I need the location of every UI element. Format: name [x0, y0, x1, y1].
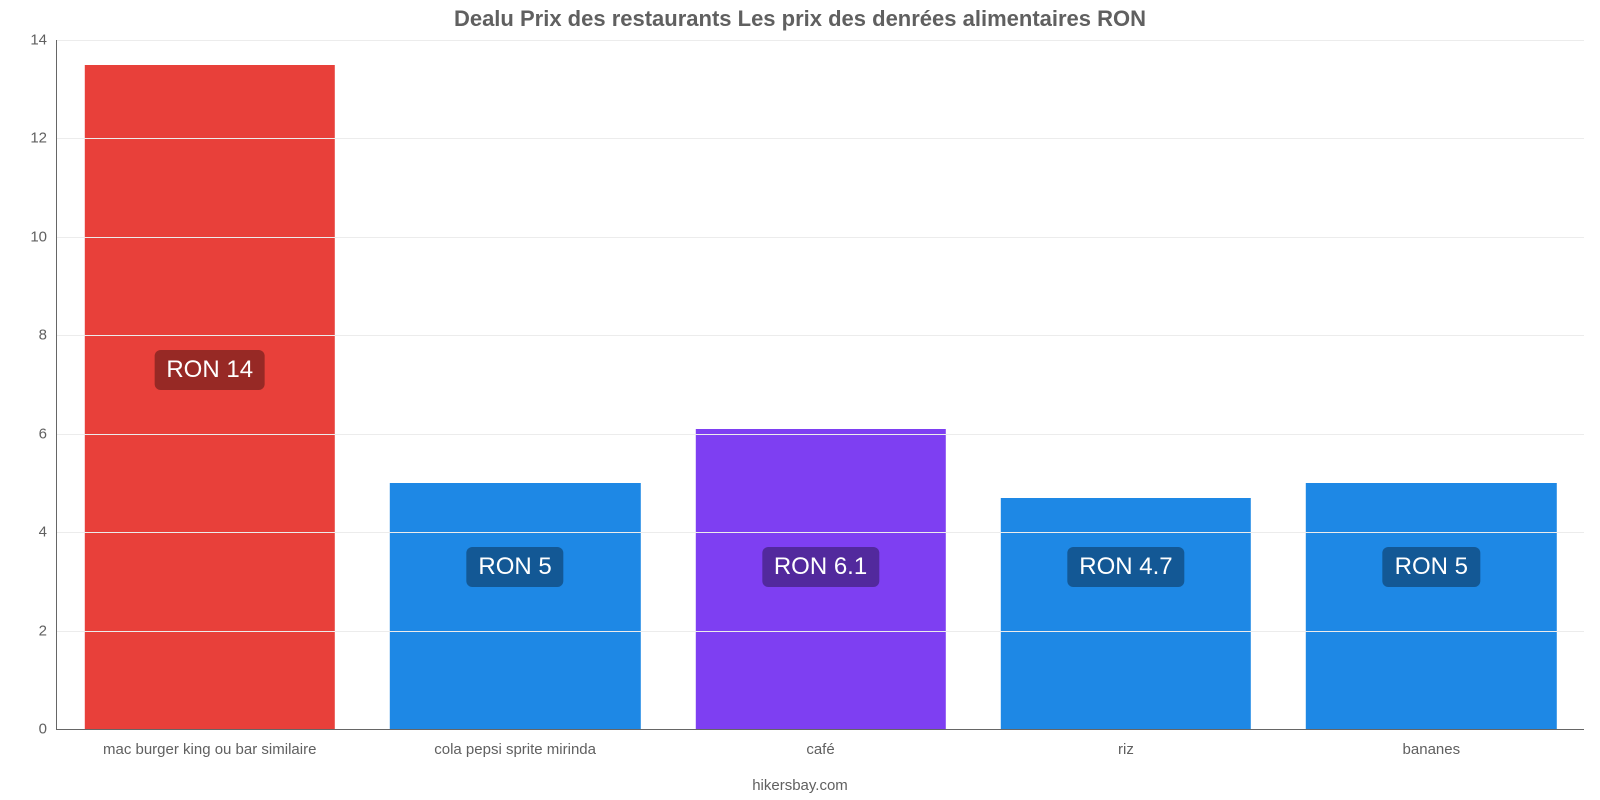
bar-value-label: RON 14	[154, 350, 265, 390]
plot-area: RON 14mac burger king ou bar similaireRO…	[56, 40, 1584, 730]
bar	[390, 483, 640, 729]
gridline	[57, 237, 1584, 238]
bar-slot: RON 6.1café	[668, 40, 973, 729]
ytick-label: 0	[39, 721, 57, 738]
gridline	[57, 40, 1584, 41]
chart-container: Dealu Prix des restaurants Les prix des …	[0, 0, 1600, 800]
gridline	[57, 631, 1584, 632]
bar-slot: RON 14mac burger king ou bar similaire	[57, 40, 362, 729]
xtick-label: riz	[1118, 729, 1134, 758]
bar-value-label: RON 4.7	[1067, 547, 1184, 587]
gridline	[57, 434, 1584, 435]
ytick-label: 10	[30, 228, 57, 245]
xtick-label: bananes	[1403, 729, 1461, 758]
ytick-label: 8	[39, 327, 57, 344]
bar-slot: RON 4.7riz	[973, 40, 1278, 729]
bar-value-label: RON 6.1	[762, 547, 879, 587]
gridline	[57, 138, 1584, 139]
chart-title: Dealu Prix des restaurants Les prix des …	[0, 6, 1600, 32]
ytick-label: 14	[30, 32, 57, 49]
ytick-label: 12	[30, 130, 57, 147]
gridline	[57, 335, 1584, 336]
xtick-label: mac burger king ou bar similaire	[103, 729, 316, 758]
gridline	[57, 532, 1584, 533]
bar	[1306, 483, 1556, 729]
ytick-label: 6	[39, 425, 57, 442]
ytick-label: 2	[39, 622, 57, 639]
bar-slot: RON 5bananes	[1279, 40, 1584, 729]
xtick-label: cola pepsi sprite mirinda	[434, 729, 596, 758]
bar-value-label: RON 5	[466, 547, 563, 587]
chart-footer: hikersbay.com	[0, 777, 1600, 794]
bars-group: RON 14mac burger king ou bar similaireRO…	[57, 40, 1584, 729]
bar-value-label: RON 5	[1383, 547, 1480, 587]
bar	[84, 65, 334, 729]
bar-slot: RON 5cola pepsi sprite mirinda	[362, 40, 667, 729]
xtick-label: café	[806, 729, 834, 758]
ytick-label: 4	[39, 524, 57, 541]
